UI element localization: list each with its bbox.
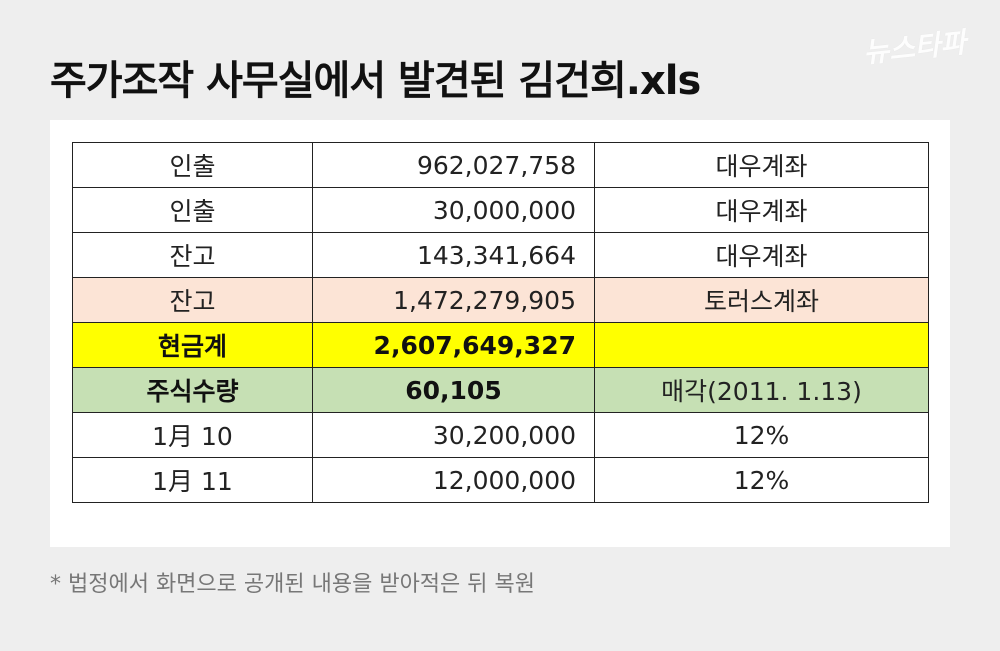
row-label: 주식수량 xyxy=(72,367,313,413)
row-amount: 1,472,279,905 xyxy=(312,277,595,323)
row-label: 인출 xyxy=(72,142,313,188)
row-label: 현금계 xyxy=(72,322,313,368)
footnote: * 법정에서 화면으로 공개된 내용을 받아적은 뒤 복원 xyxy=(50,572,535,597)
table-row-stock-quantity: 주식수량 60,105 매각(2011. 1.13) xyxy=(72,367,929,413)
spreadsheet-card: 인출 962,027,758 대우계좌 인출 30,000,000 대우계좌 잔… xyxy=(50,120,950,547)
row-amount: 60,105 xyxy=(312,367,595,413)
row-note: 토러스계좌 xyxy=(594,277,929,323)
row-amount: 12,000,000 xyxy=(312,457,595,503)
row-label: 1月 10 xyxy=(72,412,313,458)
table-row: 인출 30,000,000 대우계좌 xyxy=(72,187,929,233)
row-amount: 962,027,758 xyxy=(312,142,595,188)
table-row: 잔고 143,341,664 대우계좌 xyxy=(72,232,929,278)
row-label: 1月 11 xyxy=(72,457,313,503)
row-amount: 2,607,649,327 xyxy=(312,322,595,368)
brand-logo: 뉴스타파 xyxy=(861,25,968,70)
row-label: 잔고 xyxy=(72,232,313,278)
table-row: 1月 11 12,000,000 12% xyxy=(72,457,929,503)
row-label: 인출 xyxy=(72,187,313,233)
table-row: 1月 10 30,200,000 12% xyxy=(72,412,929,458)
row-label: 잔고 xyxy=(72,277,313,323)
row-note: 매각(2011. 1.13) xyxy=(594,367,929,413)
row-note: 대우계좌 xyxy=(594,142,929,188)
row-amount: 143,341,664 xyxy=(312,232,595,278)
page-title: 주가조작 사무실에서 발견된 김건희.xls xyxy=(50,58,701,104)
table-row-cash-total: 현금계 2,607,649,327 xyxy=(72,322,929,368)
row-note xyxy=(594,322,929,368)
row-amount: 30,200,000 xyxy=(312,412,595,458)
row-note: 12% xyxy=(594,412,929,458)
row-note: 12% xyxy=(594,457,929,503)
table-row: 인출 962,027,758 대우계좌 xyxy=(72,142,929,188)
spreadsheet-table: 인출 962,027,758 대우계좌 인출 30,000,000 대우계좌 잔… xyxy=(72,142,929,503)
row-note: 대우계좌 xyxy=(594,232,929,278)
table-row-highlight-pink: 잔고 1,472,279,905 토러스계좌 xyxy=(72,277,929,323)
row-amount: 30,000,000 xyxy=(312,187,595,233)
row-note: 대우계좌 xyxy=(594,187,929,233)
